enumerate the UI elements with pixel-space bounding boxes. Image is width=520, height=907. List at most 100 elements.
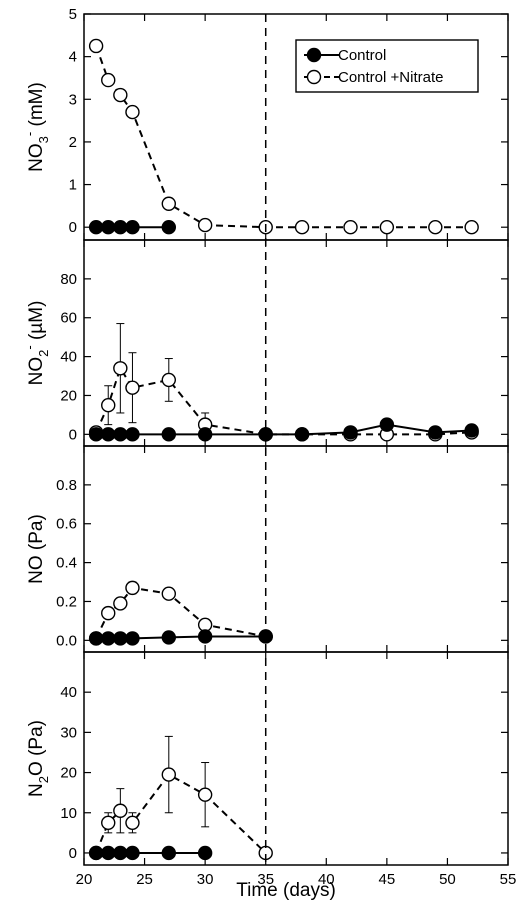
legend: Control Control +Nitrate [295, 39, 479, 93]
x-tick-label: 20 [76, 871, 93, 888]
point-control-nitrate [88, 38, 104, 54]
point-control-nitrate [161, 196, 177, 211]
x-tick-label: 25 [136, 871, 153, 888]
y-axis-label: NO3- (mM) [22, 82, 51, 172]
point-control-nitrate [113, 803, 128, 818]
y-tick-label: 1 [69, 177, 77, 194]
point-control [428, 425, 443, 440]
x-tick-label: 35 [257, 871, 274, 888]
x-tick-label: 30 [197, 871, 214, 888]
point-control-nitrate [101, 72, 116, 88]
x-tick-label: 45 [379, 871, 396, 888]
y-tick-label: 2 [69, 134, 77, 151]
y-tick-label: 0.4 [56, 555, 77, 572]
point-control [113, 631, 128, 646]
series-line-control-nitrate [95, 365, 472, 436]
point-control [161, 427, 177, 442]
y-tick-label: 60 [60, 310, 77, 327]
point-control [343, 425, 358, 440]
panel-frame [83, 445, 509, 653]
point-control [197, 427, 213, 442]
x-tick-label: 40 [318, 871, 335, 888]
y-tick-label: 0.6 [56, 516, 77, 533]
y-tick-label: 40 [60, 684, 77, 701]
x-tick-label: 55 [500, 871, 517, 888]
legend-label-control-nitrate: Control +Nitrate [338, 69, 443, 86]
y-tick-label: 20 [60, 765, 77, 782]
y-axis-label: N2O (Pa) [26, 720, 51, 797]
point-control-nitrate [125, 580, 140, 596]
point-control [125, 845, 140, 861]
point-control [113, 220, 128, 235]
point-control-nitrate [197, 217, 213, 233]
y-tick-label: 0.2 [56, 593, 77, 610]
x-axis-label: Time (days) [236, 880, 336, 901]
y-tick-label: 80 [60, 271, 77, 288]
y-tick-label: 30 [60, 724, 77, 741]
point-control [113, 427, 128, 442]
legend-marker-control-nitrate [306, 69, 322, 85]
point-control [125, 427, 140, 442]
point-control [125, 220, 140, 235]
point-control-nitrate [428, 220, 443, 235]
point-control [88, 220, 104, 235]
y-tick-label: 20 [60, 387, 77, 404]
point-control [88, 631, 104, 646]
y-axis-label: NO (Pa) [26, 514, 47, 584]
panel-no2: 0 20 40 60 80 NO2- (µM) [22, 239, 509, 447]
point-control-nitrate [113, 361, 128, 376]
point-control-nitrate [343, 220, 358, 235]
point-control [101, 845, 116, 861]
y-tick-label: 10 [60, 805, 77, 822]
point-control-nitrate [161, 767, 177, 782]
y-axis-label: NO2- (µM) [22, 301, 51, 386]
panel-frame [83, 651, 509, 866]
point-control [101, 427, 116, 442]
point-control-nitrate [125, 380, 140, 395]
point-control-nitrate [101, 397, 116, 413]
y-tick-label: 40 [60, 349, 77, 366]
panel-no: 0.0 0.2 0.4 0.6 0.8 NO (Pa) [26, 445, 509, 653]
point-control [161, 630, 177, 645]
series-line-control-nitrate [95, 586, 266, 639]
point-control [101, 631, 116, 646]
point-control [88, 845, 104, 861]
point-control [113, 845, 128, 861]
point-control [379, 417, 395, 432]
x-tick-label: 50 [439, 871, 456, 888]
point-control-nitrate [464, 220, 479, 235]
point-control-nitrate [125, 104, 140, 120]
y-tick-label: 0 [69, 845, 77, 862]
legend-box [295, 39, 479, 93]
point-control [464, 423, 479, 438]
point-control [125, 631, 140, 646]
point-control-nitrate [294, 220, 310, 235]
panel-n2o: 0 10 20 30 40 N2O (Pa) [26, 651, 509, 866]
point-control-nitrate [161, 586, 177, 601]
point-control [294, 427, 310, 442]
point-control-nitrate [101, 605, 116, 621]
point-control-nitrate [113, 87, 128, 103]
point-control [197, 629, 213, 644]
point-control [197, 845, 213, 861]
panel-frame [83, 239, 509, 447]
point-control [161, 845, 177, 861]
legend-label-control: Control [338, 47, 386, 64]
point-control-nitrate [113, 596, 128, 611]
point-control [88, 427, 104, 442]
y-tick-label: 5 [69, 6, 77, 23]
point-control [101, 220, 116, 235]
legend-marker-control [306, 47, 322, 63]
series-line-control [96, 423, 472, 436]
point-control-nitrate [101, 815, 116, 831]
y-tick-label: 3 [69, 91, 77, 108]
y-tick-label: 0 [69, 426, 77, 443]
point-control-nitrate [197, 787, 213, 802]
point-control-nitrate [379, 220, 395, 235]
point-control [161, 220, 177, 235]
point-control-nitrate [161, 372, 177, 388]
y-tick-label: 0.8 [56, 477, 77, 494]
y-tick-label: 0.0 [56, 632, 77, 649]
point-control-nitrate [125, 815, 140, 831]
